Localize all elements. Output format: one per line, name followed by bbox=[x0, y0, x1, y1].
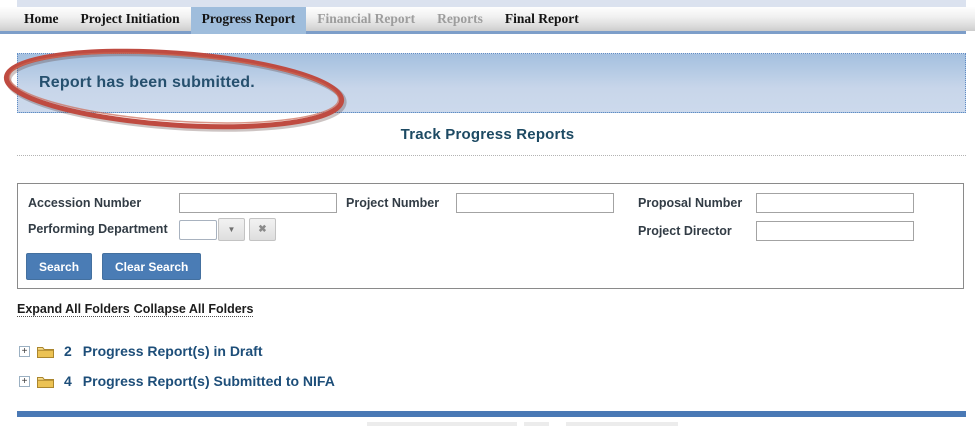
folder-count: 4 bbox=[64, 373, 72, 389]
tab-home[interactable]: Home bbox=[24, 11, 59, 26]
tab-financial-report: Financial Report bbox=[317, 11, 416, 26]
proposal-number-input[interactable] bbox=[756, 193, 914, 213]
collapse-all-folders-link[interactable]: Collapse All Folders bbox=[133, 302, 254, 317]
project-director-input[interactable] bbox=[756, 221, 914, 241]
expand-plus-icon[interactable]: + bbox=[19, 345, 30, 357]
folder-controls: Expand All Folders Collapse All Folders bbox=[17, 302, 257, 317]
proposal-number-label: Proposal Number bbox=[638, 196, 743, 210]
accession-number-label: Accession Number bbox=[28, 196, 142, 210]
tab-progress-report[interactable]: Progress Report bbox=[190, 7, 307, 34]
nav-tabs: Home Project Initiation Progress Report … bbox=[0, 7, 590, 34]
title-separator bbox=[17, 155, 966, 156]
page-title: Track Progress Reports bbox=[400, 126, 575, 143]
tab-final-report[interactable]: Final Report bbox=[504, 11, 579, 26]
folder-row-submitted[interactable]: + 4 Progress Report(s) Submitted to NIFA bbox=[19, 373, 335, 389]
folder-label[interactable]: Progress Report(s) Submitted to NIFA bbox=[82, 373, 335, 389]
nav-underline bbox=[0, 31, 966, 34]
folder-icon bbox=[37, 346, 54, 358]
project-number-input[interactable] bbox=[456, 193, 614, 213]
tab-reports: Reports bbox=[437, 11, 483, 26]
footer-remnant bbox=[367, 422, 517, 426]
bottom-accent-bar bbox=[17, 411, 966, 417]
main-nav: Home Project Initiation Progress Report … bbox=[0, 7, 975, 34]
search-button[interactable]: Search bbox=[26, 253, 93, 280]
top-accent-strip bbox=[17, 0, 966, 7]
performing-department-input[interactable] bbox=[179, 219, 217, 240]
expand-all-folders-link[interactable]: Expand All Folders bbox=[17, 302, 130, 317]
folder-icon bbox=[37, 376, 54, 388]
folder-count: 2 bbox=[64, 343, 72, 359]
folder-row-draft[interactable]: + 2 Progress Report(s) in Draft bbox=[19, 343, 263, 359]
folder-label[interactable]: Progress Report(s) in Draft bbox=[82, 343, 263, 359]
accession-number-input[interactable] bbox=[179, 193, 337, 213]
performing-department-label: Performing Department bbox=[28, 222, 168, 236]
footer-remnant bbox=[524, 422, 549, 426]
footer-remnant bbox=[566, 422, 678, 426]
search-form: Accession Number Project Number Proposal… bbox=[17, 183, 964, 289]
project-director-label: Project Director bbox=[638, 224, 732, 238]
dropdown-arrow-icon[interactable]: ▼ bbox=[218, 218, 245, 241]
project-number-label: Project Number bbox=[346, 196, 440, 210]
status-banner: Report has been submitted. bbox=[17, 53, 966, 113]
clear-x-icon[interactable]: ✖ bbox=[249, 218, 276, 241]
status-message: Report has been submitted. bbox=[39, 74, 255, 91]
expand-plus-icon[interactable]: + bbox=[19, 375, 30, 387]
performing-department-combo: ▼ ✖ bbox=[179, 218, 276, 241]
clear-search-button[interactable]: Clear Search bbox=[102, 253, 202, 280]
nav-background bbox=[0, 7, 975, 31]
tab-project-initiation[interactable]: Project Initiation bbox=[80, 11, 180, 26]
